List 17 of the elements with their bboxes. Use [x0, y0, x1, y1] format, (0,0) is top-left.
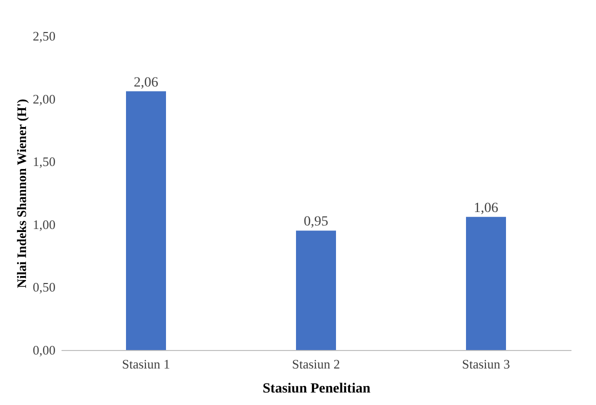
data-label: 0,95	[304, 214, 328, 230]
data-label: 1,06	[474, 200, 498, 216]
y-tick-label: 0,50	[32, 280, 56, 295]
bar	[466, 216, 506, 350]
y-axis-title: Nilai Indeks Shannon Wiener (H')	[14, 98, 29, 288]
data-label: 2,06	[134, 75, 158, 90]
x-tick-label: Stasiun 3	[462, 356, 510, 372]
y-tick-label: 2,00	[32, 91, 56, 106]
y-tick-label: 2,50	[32, 28, 56, 44]
y-tick-label: 0,00	[32, 342, 56, 358]
x-tick-label: Stasiun 2	[292, 356, 340, 372]
y-tick-label: 1,50	[32, 154, 56, 170]
bar	[126, 91, 166, 350]
bar	[296, 230, 336, 350]
x-tick-label: Stasiun 1	[122, 356, 170, 372]
y-tick-label: 1,00	[32, 216, 56, 232]
x-axis-title: Stasiun Penelitian	[262, 382, 371, 396]
